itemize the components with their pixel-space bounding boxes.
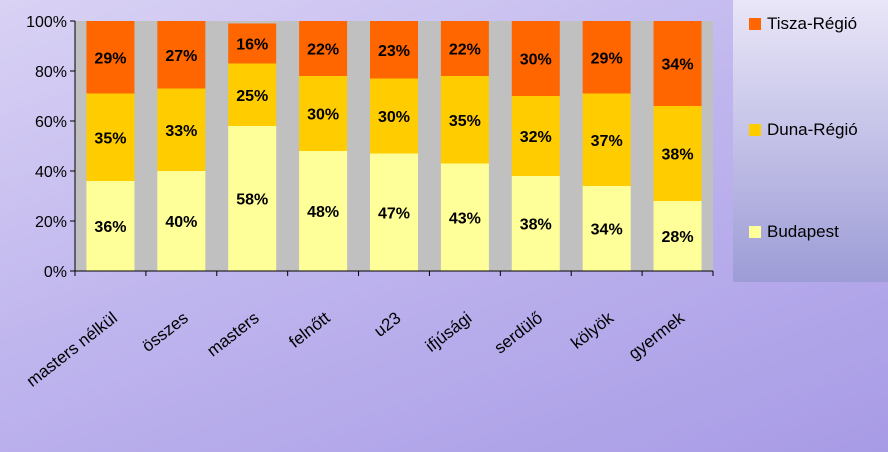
data-label-tisza-régió-2: 16% (236, 37, 268, 54)
legend-swatch-budapest (749, 226, 761, 238)
bar-duna-régió-3 (299, 76, 348, 151)
data-label-budapest-5: 43% (449, 210, 481, 227)
data-label-tisza-régió-0: 29% (94, 50, 126, 67)
data-label-budapest-1: 40% (165, 214, 197, 231)
data-label-duna-régió-0: 35% (94, 130, 126, 147)
data-label-tisza-régió-3: 22% (307, 42, 339, 59)
x-tick-label-2: masters (203, 308, 262, 360)
data-label-budapest-6: 38% (520, 217, 552, 234)
y-tick-label-2: 40% (35, 164, 67, 181)
bar-budapest-6 (511, 176, 560, 271)
bar-duna-régió-8 (653, 106, 702, 201)
legend-label-tisza: Tisza-Régió (767, 14, 858, 33)
data-label-budapest-4: 47% (378, 205, 410, 222)
bar-duna-régió-5 (440, 76, 489, 164)
bar-budapest-5 (440, 163, 489, 271)
bar-tisza-régió-0 (86, 21, 135, 94)
data-label-budapest-7: 34% (591, 222, 623, 239)
y-tick-label-3: 60% (35, 114, 67, 131)
data-label-tisza-régió-8: 34% (662, 57, 694, 74)
bar-duna-régió-2 (228, 63, 277, 126)
bar-budapest-4 (370, 153, 418, 271)
bar-tisza-régió-1 (157, 21, 206, 89)
bar-duna-régió-4 (370, 78, 418, 154)
chart-legend: Tisza-Régió Duna-Régió Budapest (733, 0, 888, 282)
data-label-budapest-0: 36% (94, 219, 126, 236)
legend-label-duna: Duna-Régió (767, 120, 858, 139)
bar-tisza-régió-5 (440, 21, 489, 76)
x-tick-label-4: u23 (370, 308, 404, 340)
bar-budapest-3 (299, 151, 348, 271)
x-tick-label-7: kölyök (567, 308, 617, 353)
legend-item-budapest: Budapest (749, 222, 839, 242)
legend-label-budapest: Budapest (767, 222, 839, 241)
bar-duna-régió-6 (511, 96, 560, 176)
y-tick-label-1: 20% (35, 214, 67, 231)
data-label-duna-régió-3: 30% (307, 107, 339, 124)
data-label-duna-régió-8: 38% (662, 147, 694, 164)
data-label-tisza-régió-6: 30% (520, 52, 552, 69)
data-label-budapest-8: 28% (662, 229, 694, 246)
data-label-duna-régió-4: 30% (378, 109, 410, 126)
legend-swatch-duna (749, 124, 761, 136)
x-tick-label-3: felnőtt (285, 308, 333, 352)
y-tick-label-5: 100% (26, 14, 67, 31)
x-tick-label-8: gyermek (625, 308, 688, 363)
legend-item-tisza: Tisza-Régió (749, 14, 857, 34)
data-label-duna-régió-6: 32% (520, 129, 552, 146)
bar-budapest-1 (157, 171, 206, 271)
data-label-tisza-régió-4: 23% (378, 43, 410, 60)
data-label-tisza-régió-5: 22% (449, 42, 481, 59)
x-tick-label-0: masters nélkül (23, 308, 121, 390)
data-label-duna-régió-7: 37% (591, 133, 623, 150)
y-tick-label-4: 80% (35, 64, 67, 81)
bar-budapest-8 (653, 201, 702, 271)
x-tick-label-5: ifjúsági (422, 308, 475, 356)
bar-duna-régió-7 (582, 93, 631, 186)
bar-budapest-2 (228, 126, 277, 271)
bar-tisza-régió-2 (228, 23, 277, 64)
data-label-tisza-régió-1: 27% (165, 48, 197, 65)
x-tick-label-1: összes (138, 308, 191, 356)
data-label-duna-régió-1: 33% (165, 123, 197, 140)
bar-tisza-régió-6 (511, 21, 560, 96)
y-tick-label-0: 0% (44, 264, 67, 281)
bar-tisza-régió-4 (370, 21, 418, 79)
legend-swatch-tisza (749, 18, 761, 30)
data-label-duna-régió-2: 25% (236, 88, 268, 105)
x-tick-label-6: serdülő (491, 308, 547, 357)
legend-item-duna: Duna-Régió (749, 120, 858, 140)
bar-duna-régió-0 (86, 93, 135, 181)
data-label-tisza-régió-7: 29% (591, 50, 623, 67)
bar-budapest-7 (582, 186, 631, 271)
bar-tisza-régió-7 (582, 21, 631, 94)
bar-duna-régió-1 (157, 88, 206, 171)
data-label-budapest-2: 58% (236, 192, 268, 209)
data-label-duna-régió-5: 35% (449, 113, 481, 130)
bar-budapest-0 (86, 181, 135, 271)
bar-tisza-régió-8 (653, 21, 702, 106)
data-label-budapest-3: 48% (307, 204, 339, 221)
bar-tisza-régió-3 (299, 21, 348, 76)
